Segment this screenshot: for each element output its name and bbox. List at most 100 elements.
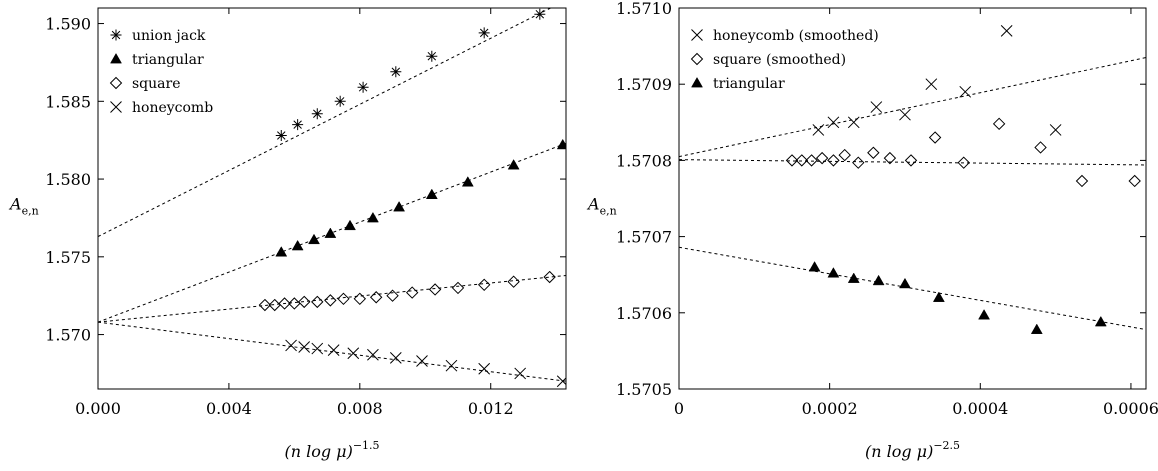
legend-marker-asterisk [110, 29, 122, 41]
fit-line [98, 274, 566, 323]
data-point-diamond [852, 156, 865, 169]
data-point-cross [1049, 124, 1062, 136]
data-point-cross [847, 116, 860, 129]
y-tick-label: 1.580 [45, 170, 91, 189]
data-point-diamond [507, 275, 520, 288]
data-point-triangle [827, 267, 840, 278]
data-point-diamond [386, 289, 399, 302]
data-point-cross [812, 124, 825, 136]
data-point-diamond [268, 298, 281, 312]
plot-frame [678, 7, 1147, 390]
data-point-asterisk [478, 27, 490, 39]
x-tick-label: 0.000 [75, 399, 121, 418]
y-axis-title-main: A [586, 195, 600, 214]
data-point-diamond [867, 146, 880, 159]
data-point-cross [311, 342, 324, 355]
legend-label: square [132, 76, 181, 92]
data-point-diamond [278, 297, 291, 310]
data-point-cross [1000, 25, 1013, 37]
data-point-asterisk [534, 8, 546, 20]
y-tick-label: 1.5708 [616, 151, 672, 170]
series-triangular [98, 138, 566, 323]
x-axis-title: (n log μ)−2.5 [865, 439, 960, 461]
data-point-triangle [932, 291, 945, 302]
data-point-triangle [808, 261, 821, 272]
legend: union jack triangular square honeycomb [109, 28, 213, 116]
legend-label: square (smoothed) [713, 52, 846, 68]
x-axis-title: (n log μ)−1.5 [284, 439, 379, 461]
data-point-diamond [883, 151, 897, 165]
data-point-triangle [393, 201, 406, 212]
series-honeycomb-smoothed- [679, 25, 1146, 158]
data-point-diamond [451, 281, 465, 295]
data-point-cross [298, 341, 311, 353]
data-point-asterisk [390, 66, 402, 78]
data-point-triangle [461, 176, 474, 187]
series-union-jack [98, 8, 552, 238]
data-point-diamond [353, 292, 367, 306]
y-tick-label: 1.570 [45, 326, 91, 345]
data-point-triangle [872, 274, 885, 286]
data-point-diamond [827, 154, 840, 167]
data-area [679, 25, 1146, 334]
y-axis-title-subscript: e,n [22, 205, 39, 218]
data-point-asterisk [357, 81, 369, 93]
x-axis-title-base: (n log μ) [865, 442, 933, 461]
fit-line [679, 246, 1146, 331]
data-point-triangle [978, 309, 990, 320]
data-point-triangle [899, 277, 911, 289]
data-point-triangle [324, 227, 337, 238]
y-axis-title: Ae,n [586, 195, 617, 218]
data-point-cross [514, 367, 527, 380]
legend-marker-cross [691, 29, 703, 41]
data-point-diamond [1034, 141, 1047, 154]
legend-marker-triangle [691, 76, 703, 88]
y-tick-label: 1.5710 [616, 0, 672, 18]
data-point-diamond [838, 148, 851, 162]
data-point-diamond [928, 131, 942, 144]
plot-frame [97, 7, 567, 390]
chart-panel-2: 0 0.0002 0.0004 0.0006 1.5705 1.5706 1.5707 1.5… [586, 0, 1158, 461]
y-axis-title: Ae,n [8, 195, 39, 218]
series-square-smoothed- [679, 117, 1146, 188]
y-tick-label: 1.5709 [616, 75, 672, 94]
y-axis-title-subscript: e,n [600, 205, 617, 218]
legend-label: union jack [132, 28, 206, 44]
data-point-cross [389, 352, 402, 364]
legend-label: triangular [713, 76, 785, 92]
data-point-cross [285, 339, 297, 352]
x-axis-title-base: (n log μ) [284, 442, 352, 461]
data-point-triangle [366, 211, 379, 223]
data-point-diamond [258, 298, 272, 312]
series-square [98, 270, 566, 323]
data-point-triangle [1094, 315, 1107, 327]
x-tick-label: 0.004 [206, 399, 252, 418]
x-tick-label: 0.008 [337, 399, 383, 418]
data-point-asterisk [334, 95, 346, 107]
y-axis-title-main: A [8, 195, 22, 214]
x-tick-label: 0.0006 [1103, 399, 1158, 418]
data-point-cross [416, 355, 428, 367]
data-point-cross [347, 347, 360, 360]
data-point-cross [478, 362, 491, 375]
data-point-cross [445, 359, 458, 372]
data-point-triangle [1030, 323, 1043, 334]
data-point-diamond [795, 154, 808, 167]
data-point-cross [556, 375, 566, 388]
data-point-diamond [324, 294, 337, 307]
x-axis-title-exponent: −1.5 [353, 439, 380, 452]
data-point-diamond [815, 151, 829, 165]
x-tick-label: 0.0002 [802, 399, 858, 418]
data-area [98, 8, 566, 388]
data-point-diamond [477, 278, 491, 292]
legend-label: honeycomb [132, 100, 213, 116]
data-point-triangle [275, 246, 288, 257]
data-point-asterisk [311, 108, 323, 120]
legend-marker-diamond [690, 52, 704, 66]
data-point-cross [870, 101, 883, 113]
data-point-triangle [425, 188, 438, 199]
data-point-cross [925, 78, 938, 91]
legend-label: triangular [132, 52, 204, 68]
data-point-asterisk [426, 50, 438, 62]
x-tick-label: 0 [674, 399, 684, 418]
